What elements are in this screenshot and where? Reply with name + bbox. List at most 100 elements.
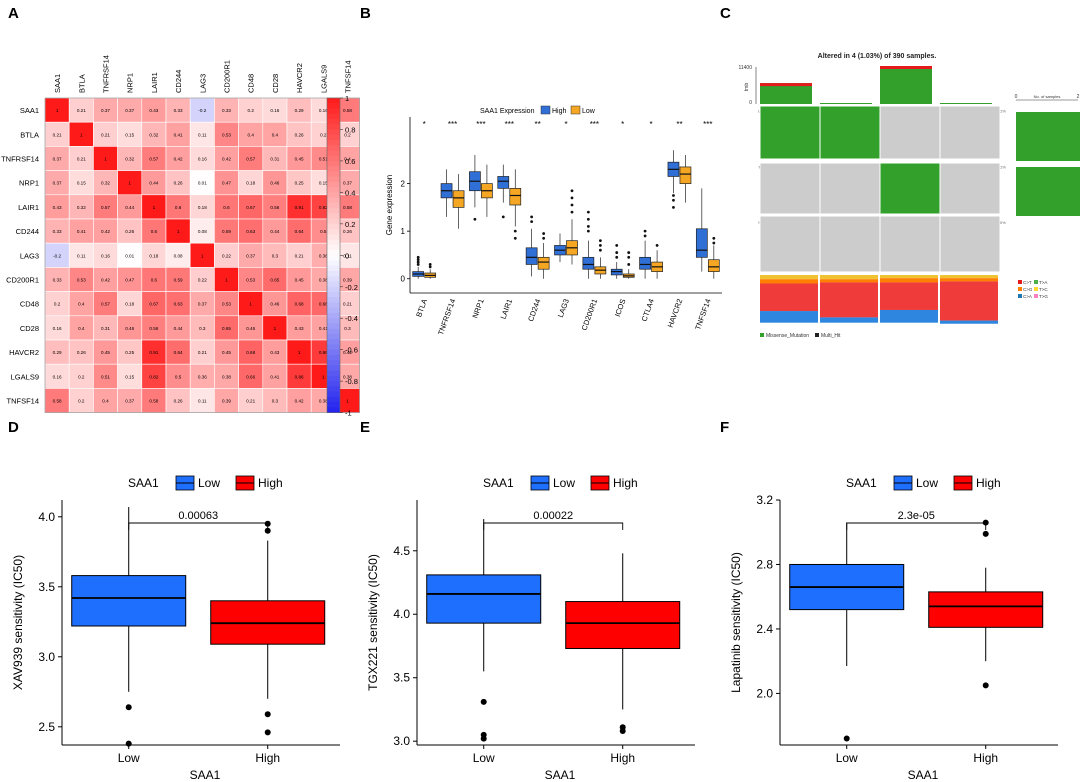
colorbar-segment bbox=[327, 166, 340, 172]
colorbar-segment bbox=[327, 344, 340, 351]
heatmap-cell bbox=[286, 388, 312, 413]
cell-value: 0.16 bbox=[53, 326, 62, 331]
cell-value: 0.18 bbox=[246, 181, 255, 186]
box-low bbox=[452, 190, 465, 208]
col-label-cd200r1: CD200R1 bbox=[223, 60, 232, 93]
significance-marker: ** bbox=[676, 120, 682, 129]
heatmap-cell bbox=[93, 267, 118, 292]
heatmap-cell bbox=[44, 339, 70, 365]
colorbar-segment bbox=[327, 381, 340, 387]
colorbar-segment bbox=[327, 312, 340, 319]
cell-value: 0.2 bbox=[54, 302, 61, 307]
cell-value: 0.2 bbox=[320, 132, 327, 137]
outlier-point bbox=[513, 229, 517, 233]
cell-value: 0.41 bbox=[319, 326, 328, 331]
heatmap-cell bbox=[141, 291, 167, 317]
cell-value: 0.45 bbox=[295, 157, 304, 162]
cell-value: 1 bbox=[346, 399, 349, 404]
panel-label-f: F bbox=[720, 419, 729, 436]
heatmap-cell bbox=[165, 363, 191, 389]
gene-percent: 1% bbox=[1000, 165, 1006, 170]
x-tick-label-high: High bbox=[255, 751, 280, 765]
outlier-point bbox=[428, 265, 432, 269]
cell-value: 0.82 bbox=[149, 374, 158, 379]
cell-value: 0.91 bbox=[149, 350, 158, 355]
row-label-btla: BTLA bbox=[20, 130, 39, 139]
colorbar-segment bbox=[327, 354, 340, 361]
legend-label-high: High bbox=[976, 476, 1001, 490]
heatmap-cell bbox=[189, 291, 215, 317]
cell-value: 0.32 bbox=[149, 132, 158, 137]
colorbar-segment bbox=[327, 333, 340, 340]
cell-value: 0.43 bbox=[270, 350, 279, 355]
cell-value: 0.21 bbox=[77, 108, 86, 113]
outlier-point bbox=[501, 215, 505, 219]
colorbar-segment bbox=[327, 328, 340, 335]
colorbar-tick-label: -0.8 bbox=[345, 377, 358, 386]
heatmap-cell bbox=[262, 97, 288, 123]
heatmap-cell bbox=[44, 146, 70, 171]
colorbar-segment bbox=[327, 171, 340, 178]
outlier-point bbox=[982, 530, 989, 537]
oncoplot-cell bbox=[759, 105, 821, 160]
heatmap-cell bbox=[189, 170, 215, 196]
oncoplot-cell bbox=[939, 162, 1001, 215]
heatmap-cell bbox=[68, 315, 94, 341]
heatmap-cell bbox=[117, 267, 143, 292]
colorbar-segment bbox=[327, 276, 340, 282]
cell-value: 0.11 bbox=[198, 132, 207, 137]
titv-segment bbox=[820, 282, 878, 318]
outlier-point bbox=[598, 244, 602, 247]
cell-value: 0.39 bbox=[222, 399, 231, 404]
cell-value: 0.6 bbox=[151, 278, 158, 283]
cell-value: 0.4 bbox=[248, 132, 255, 137]
cell-value: 0.26 bbox=[125, 229, 134, 234]
cell-value: 0.47 bbox=[222, 181, 231, 186]
cell-value: 0.67 bbox=[149, 302, 158, 307]
significance-marker: ** bbox=[535, 120, 541, 129]
cell-value: 0.42 bbox=[295, 399, 304, 404]
legend-title: SAA1 bbox=[128, 476, 159, 490]
tmb-bar bbox=[940, 103, 992, 104]
oncoplot-cell bbox=[939, 215, 1001, 273]
col-label-cd28: CD28 bbox=[271, 74, 280, 93]
cell-value: 0.21 bbox=[77, 157, 86, 162]
colorbar-segment bbox=[327, 239, 340, 246]
no-samples-tick: 0 bbox=[1015, 94, 1018, 100]
heatmap-cell bbox=[214, 121, 239, 147]
heatmap-cell bbox=[214, 388, 239, 413]
cell-value: 0.44 bbox=[270, 229, 279, 234]
outlier-point bbox=[570, 189, 574, 193]
colorbar-segment bbox=[327, 281, 340, 288]
outlier-point bbox=[586, 217, 590, 221]
heatmap-cell bbox=[165, 339, 191, 365]
heatmap-cell bbox=[165, 194, 191, 220]
col-label-nrp1: NRP1 bbox=[126, 73, 135, 93]
oncoplot-cell bbox=[819, 162, 881, 215]
cell-value: 0.18 bbox=[125, 302, 134, 307]
heatmap-cell bbox=[165, 97, 191, 123]
no-samples-tick: 2 bbox=[1077, 94, 1080, 100]
y-tick-label: 3.0 bbox=[38, 650, 55, 664]
y-tick-label: 4.0 bbox=[393, 607, 410, 621]
row-label-cd48: CD48 bbox=[20, 300, 39, 309]
y-tick-label: 1 bbox=[401, 227, 406, 236]
cell-value: 0.11 bbox=[343, 253, 352, 258]
x-tick-label-lair1: LAIR1 bbox=[499, 298, 515, 321]
cell-value: 0.43 bbox=[149, 108, 158, 113]
cell-value: 0.6 bbox=[175, 205, 182, 210]
cell-value: 0.3 bbox=[344, 326, 351, 331]
cell-value: 0.21 bbox=[198, 350, 207, 355]
cell-value: 0.21 bbox=[101, 132, 110, 137]
heatmap-cell bbox=[44, 218, 70, 244]
cell-value: 0.37 bbox=[198, 302, 207, 307]
colorbar-segment bbox=[327, 124, 340, 130]
heatmap-cell bbox=[286, 339, 312, 365]
colorbar-tick-label: -0.4 bbox=[345, 314, 358, 323]
cell-value: 0.2 bbox=[78, 399, 85, 404]
outlier-point bbox=[542, 236, 546, 240]
heatmap-cell bbox=[117, 218, 143, 244]
colorbar-tick-label: -0.6 bbox=[345, 346, 358, 355]
cell-value: 1 bbox=[225, 278, 228, 283]
col-label-lag3: LAG3 bbox=[198, 74, 207, 93]
